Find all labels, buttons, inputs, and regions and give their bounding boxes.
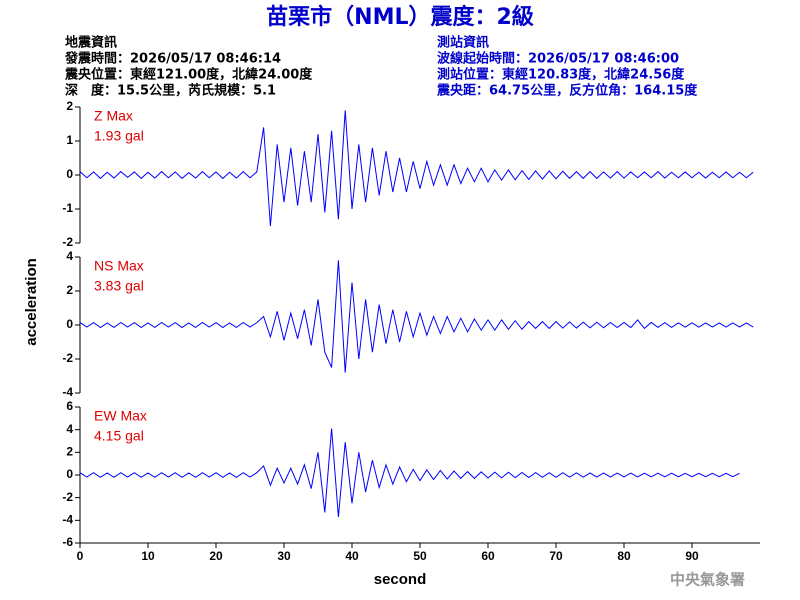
y-tick-label: 2 — [66, 445, 73, 459]
y-tick-label: 1 — [66, 133, 73, 147]
info-left: 震央位置：東經121.00度，北緯24.00度 — [64, 67, 313, 83]
waveform — [79, 110, 754, 227]
max-annotation: 4.15 gal — [94, 428, 144, 444]
info-right: 震央距：64.75公里，反方位角：164.15度 — [436, 83, 698, 99]
waveform — [79, 428, 740, 517]
x-tick-label: 70 — [549, 549, 563, 563]
footer: 中央氣象署 — [670, 571, 745, 589]
max-annotation: NS Max — [94, 258, 144, 274]
info-left: 發震時間：2026/05/17 08:46:14 — [64, 51, 281, 67]
x-tick-label: 0 — [77, 549, 84, 563]
info-left: 深 度：15.5公里，芮氏規模：5.1 — [65, 83, 276, 99]
info-right: 波線起始時間：2026/05/17 08:46:00 — [437, 51, 679, 67]
y-axis-label: acceleration — [23, 258, 40, 346]
y-tick-label: -1 — [62, 201, 73, 215]
y-tick-label: 0 — [66, 467, 73, 481]
max-annotation: EW Max — [94, 408, 147, 424]
x-tick-label: 20 — [209, 549, 223, 563]
info-right: 測站資訊 — [437, 35, 489, 51]
max-annotation: 1.93 gal — [94, 128, 144, 144]
x-tick-label: 40 — [345, 549, 359, 563]
x-tick-label: 30 — [277, 549, 291, 563]
y-tick-label: 0 — [66, 317, 73, 331]
x-axis-label: second — [374, 571, 427, 588]
y-tick-label: -2 — [62, 235, 73, 249]
max-annotation: 3.83 gal — [94, 278, 144, 294]
y-tick-label: -2 — [62, 351, 73, 365]
waveform — [79, 260, 754, 373]
title: 苗栗市（NML）震度：2級 — [266, 4, 534, 30]
x-tick-label: 10 — [141, 549, 155, 563]
y-tick-label: -2 — [62, 490, 73, 504]
y-tick-label: -6 — [62, 535, 73, 549]
y-tick-label: 4 — [66, 249, 73, 263]
y-tick-label: -4 — [62, 513, 73, 527]
info-left: 地震資訊 — [65, 35, 117, 51]
y-tick-label: 0 — [66, 167, 73, 181]
y-tick-label: 6 — [66, 399, 73, 413]
y-tick-label: 2 — [66, 99, 73, 113]
x-tick-label: 90 — [685, 549, 699, 563]
x-tick-label: 50 — [413, 549, 427, 563]
y-tick-label: -4 — [62, 385, 73, 399]
max-annotation: Z Max — [94, 108, 133, 124]
y-tick-label: 4 — [66, 422, 73, 436]
y-tick-label: 2 — [66, 283, 73, 297]
x-tick-label: 80 — [617, 549, 631, 563]
info-right: 測站位置：東經120.83度，北緯24.56度 — [437, 67, 685, 83]
x-tick-label: 60 — [481, 549, 495, 563]
